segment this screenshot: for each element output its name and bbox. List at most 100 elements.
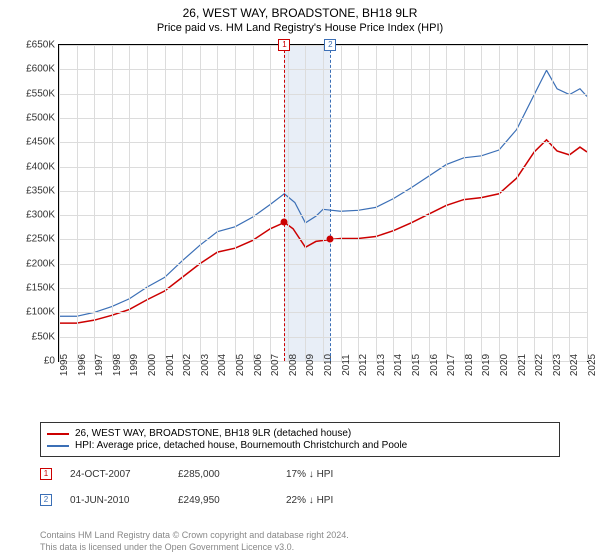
y-tick-label: £200K (26, 258, 55, 269)
x-tick-label: 1996 (77, 354, 88, 376)
gridline-vertical (112, 45, 113, 361)
x-tick-label: 2022 (534, 354, 545, 376)
gridline-vertical (200, 45, 201, 361)
y-tick-label: £100K (26, 307, 55, 318)
legend-item: HPI: Average price, detached house, Bour… (47, 440, 553, 451)
sale-price: £285,000 (178, 469, 268, 480)
event-vline (330, 45, 331, 361)
y-tick-label: £400K (26, 161, 55, 172)
gridline-vertical (323, 45, 324, 361)
gridline-vertical (217, 45, 218, 361)
x-tick-label: 2024 (569, 354, 580, 376)
sale-date: 24-OCT-2007 (70, 469, 160, 480)
sale-delta: 22% ↓ HPI (286, 495, 376, 506)
y-tick-label: £50K (32, 331, 55, 342)
chart-subtitle: Price paid vs. HM Land Registry's House … (0, 22, 600, 34)
y-tick-label: £500K (26, 112, 55, 123)
gridline-vertical (534, 45, 535, 361)
chart-title: 26, WEST WAY, BROADSTONE, BH18 9LR (0, 6, 600, 20)
y-tick-label: £250K (26, 234, 55, 245)
y-tick-label: £300K (26, 210, 55, 221)
gridline-vertical (235, 45, 236, 361)
gridline-vertical (305, 45, 306, 361)
gridline-vertical (341, 45, 342, 361)
legend-item: 26, WEST WAY, BROADSTONE, BH18 9LR (deta… (47, 428, 553, 439)
gridline-vertical (165, 45, 166, 361)
x-tick-label: 2011 (341, 354, 352, 376)
gridline-vertical (77, 45, 78, 361)
title-block: 26, WEST WAY, BROADSTONE, BH18 9LR Price… (0, 0, 600, 38)
x-tick-label: 2006 (253, 354, 264, 376)
sale-date: 01-JUN-2010 (70, 495, 160, 506)
x-tick-label: 2003 (200, 354, 211, 376)
sale-marker: 1 (40, 468, 52, 480)
event-vline (284, 45, 285, 361)
x-tick-label: 2005 (235, 354, 246, 376)
legend-swatch (47, 433, 69, 435)
x-tick-label: 2016 (429, 354, 440, 376)
sale-delta: 17% ↓ HPI (286, 469, 376, 480)
y-tick-label: £0 (44, 356, 55, 367)
x-tick-label: 2008 (288, 354, 299, 376)
gridline-vertical (481, 45, 482, 361)
gridline-vertical (59, 45, 60, 361)
chart-area: £0£50K£100K£150K£200K£250K£300K£350K£400… (38, 38, 598, 408)
x-tick-label: 2010 (323, 354, 334, 376)
x-tick-label: 2021 (517, 354, 528, 376)
gridline-vertical (376, 45, 377, 361)
gridline-vertical (446, 45, 447, 361)
gridline-vertical (182, 45, 183, 361)
y-tick-label: £550K (26, 88, 55, 99)
gridline-vertical (411, 45, 412, 361)
y-tick-label: £650K (26, 40, 55, 51)
x-tick-label: 2009 (305, 354, 316, 376)
gridline-vertical (517, 45, 518, 361)
legend-label: 26, WEST WAY, BROADSTONE, BH18 9LR (deta… (75, 428, 351, 439)
sale-price: £249,950 (178, 495, 268, 506)
x-tick-label: 2015 (411, 354, 422, 376)
x-tick-label: 1995 (59, 354, 70, 376)
x-tick-label: 2020 (499, 354, 510, 376)
gridline-vertical (129, 45, 130, 361)
gridline-vertical (358, 45, 359, 361)
x-tick-label: 1998 (112, 354, 123, 376)
sale-row: 1 24-OCT-2007 £285,000 17% ↓ HPI (40, 468, 560, 480)
x-tick-label: 1999 (129, 354, 140, 376)
sale-row: 201-JUN-2010£249,95022% ↓ HPI (40, 494, 560, 506)
legend-box: 26, WEST WAY, BROADSTONE, BH18 9LR (deta… (40, 422, 560, 457)
plot-region: £0£50K£100K£150K£200K£250K£300K£350K£400… (58, 44, 588, 362)
gridline-vertical (587, 45, 588, 361)
gridline-vertical (94, 45, 95, 361)
chart-container: 26, WEST WAY, BROADSTONE, BH18 9LR Price… (0, 0, 600, 560)
x-tick-label: 2018 (464, 354, 475, 376)
sale-dot (281, 219, 288, 226)
y-tick-label: £150K (26, 283, 55, 294)
x-tick-label: 2014 (393, 354, 404, 376)
event-marker: 2 (324, 39, 336, 51)
gridline-vertical (552, 45, 553, 361)
gridline-vertical (569, 45, 570, 361)
x-tick-label: 2000 (147, 354, 158, 376)
legend-swatch (47, 445, 69, 447)
gridline-vertical (464, 45, 465, 361)
x-tick-label: 2001 (165, 354, 176, 376)
x-tick-label: 2017 (446, 354, 457, 376)
gridline-vertical (393, 45, 394, 361)
gridline-vertical (253, 45, 254, 361)
x-tick-label: 2007 (270, 354, 281, 376)
gridline-vertical (288, 45, 289, 361)
x-tick-label: 2004 (217, 354, 228, 376)
y-tick-label: £350K (26, 185, 55, 196)
x-tick-label: 2002 (182, 354, 193, 376)
footer-line-1: Contains HM Land Registry data © Crown c… (40, 530, 560, 542)
gridline-vertical (147, 45, 148, 361)
event-marker: 1 (278, 39, 290, 51)
x-tick-label: 2012 (358, 354, 369, 376)
gridline-vertical (270, 45, 271, 361)
footer-note: Contains HM Land Registry data © Crown c… (40, 530, 560, 553)
x-tick-label: 2013 (376, 354, 387, 376)
footer-line-2: This data is licensed under the Open Gov… (40, 542, 560, 554)
y-tick-label: £450K (26, 137, 55, 148)
x-tick-label: 1997 (94, 354, 105, 376)
y-tick-label: £600K (26, 64, 55, 75)
